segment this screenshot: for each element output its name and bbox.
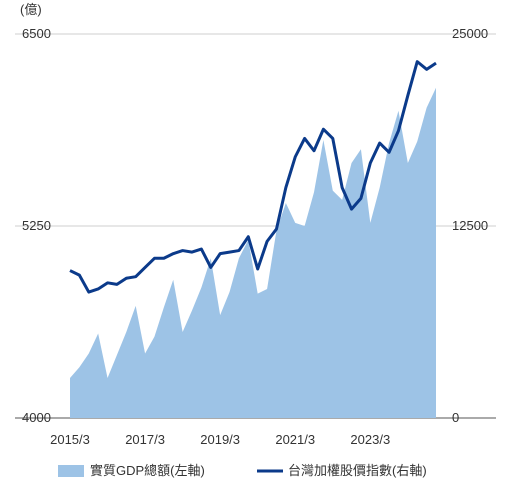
left-tick-label: 6500 [22,26,51,41]
gdp-area [70,87,436,418]
x-tick-label: 2017/3 [125,432,165,447]
x-axis-ticks: 2015/3 2017/3 2019/3 2021/3 2023/3 [50,432,390,447]
left-tick-label: 4000 [22,410,51,425]
legend-taiex-label: 台灣加權股價指數(右軸) [288,463,427,478]
x-tick-label: 2015/3 [50,432,90,447]
gdp-area-series [70,87,436,418]
x-tick-label: 2023/3 [350,432,390,447]
legend: 實質GDP總額(左軸) 台灣加權股價指數(右軸) [58,463,427,478]
right-tick-label: 25000 [452,26,488,41]
legend-gdp-swatch [58,465,84,477]
taiex-line [69,60,437,294]
right-tick-label: 0 [452,410,459,425]
right-tick-label: 12500 [452,218,488,233]
taiex-line-series [69,60,437,294]
left-tick-label: 5250 [22,218,51,233]
x-tick-label: 2019/3 [200,432,240,447]
x-tick-label: 2021/3 [275,432,315,447]
left-axis-unit: (億) [20,2,42,17]
legend-gdp-label: 實質GDP總額(左軸) [90,463,205,478]
